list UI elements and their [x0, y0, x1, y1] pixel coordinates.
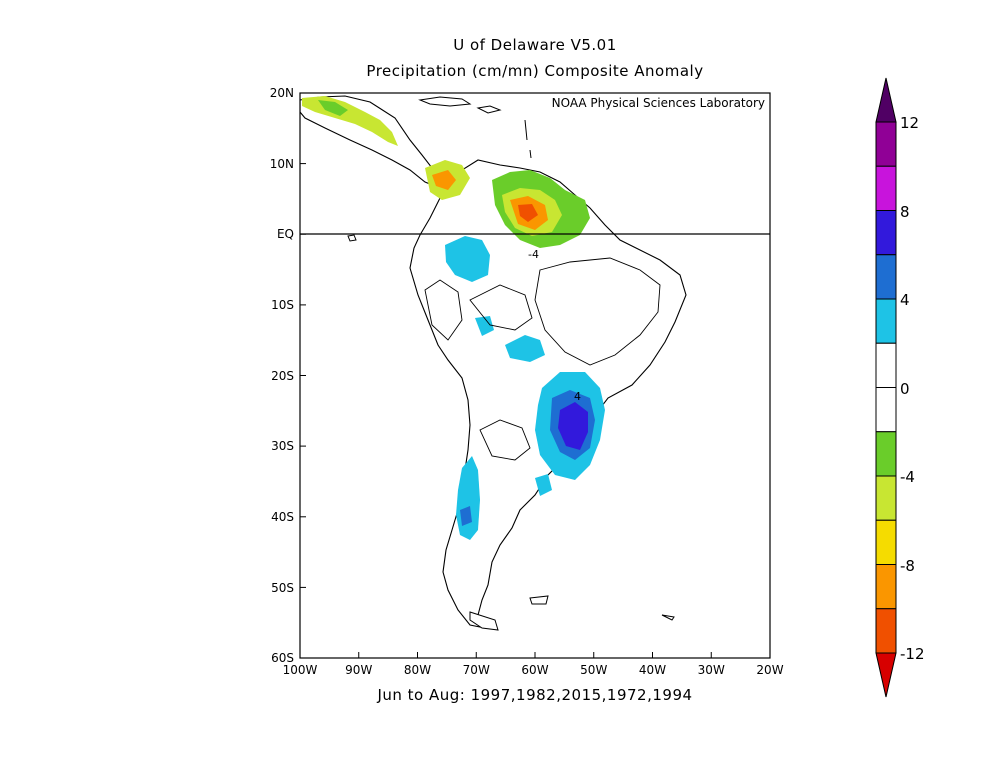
south-georgia	[661, 614, 675, 621]
colorbar-segment	[875, 519, 897, 565]
lesser-antilles	[524, 119, 532, 159]
lat-tick-label: EQ	[277, 227, 294, 241]
cuba-coastline	[418, 96, 472, 107]
lon-tick-label: 20W	[756, 663, 783, 677]
colorbar-label: 0	[900, 380, 910, 398]
colorbar-segment	[875, 165, 897, 211]
lon-tick-label: 30W	[698, 663, 725, 677]
colorbar-segment	[875, 298, 897, 344]
zero-contour-andes	[424, 279, 463, 341]
colorbar-segment	[875, 254, 897, 300]
wet-anomaly-region-amazon	[505, 335, 545, 362]
map-content: -4 4 NOAA Physical Sciences Laboratory	[300, 94, 770, 631]
zero-contour-amazon	[469, 284, 533, 331]
chart-subtitle: Precipitation (cm/mn) Composite Anomaly	[366, 62, 704, 80]
dry-anomaly-region-venezuela-peak	[518, 204, 538, 222]
lat-tick-label: 20N	[270, 86, 294, 100]
colorbar-label: -12	[900, 645, 925, 663]
colorbar-segment	[875, 564, 897, 610]
colorbar-segment	[875, 475, 897, 521]
galapagos	[347, 234, 357, 242]
colorbar-segment	[875, 210, 897, 256]
zero-contour-brazil	[534, 257, 661, 366]
colorbar-segments	[875, 77, 897, 698]
colorbar-segment	[875, 121, 897, 167]
lon-tick-label: 60W	[521, 663, 548, 677]
colorbar-label: 8	[900, 203, 910, 221]
lon-tick-label: 100W	[283, 663, 318, 677]
lat-tick-label: 60S	[271, 651, 294, 665]
composite-years-caption: Jun to Aug: 1997,1982,2015,1972,1994	[377, 686, 693, 704]
contour-label-positive: 4	[574, 390, 581, 403]
lat-tick-label: 50S	[271, 581, 294, 595]
wet-anomaly-region-argentina	[535, 474, 552, 496]
colorbar-label: 12	[900, 114, 919, 132]
dry-anomaly-region-colombia-core	[432, 170, 456, 190]
colorbar-segment	[875, 387, 897, 433]
colorbar-segment	[875, 431, 897, 477]
lat-tick-label: 10S	[271, 298, 294, 312]
lon-tick-label: 40W	[639, 663, 666, 677]
colorbar-label: -8	[900, 557, 915, 575]
colorbar-segment	[875, 608, 897, 654]
colorbar-label: -4	[900, 468, 915, 486]
wet-anomaly-region-peru	[475, 316, 494, 336]
lat-axis: 20N 10N EQ 10S 20S 30S 40S 50S 60S	[270, 86, 306, 665]
hispaniola-coastline	[476, 105, 502, 114]
lon-tick-label: 90W	[345, 663, 372, 677]
colorbar-arrow-bottom	[875, 652, 897, 698]
lat-tick-label: 40S	[271, 510, 294, 524]
colorbar-label: 4	[900, 291, 910, 309]
colorbar: 12 8 4 0 -4 -8 -12	[875, 77, 925, 698]
dry-anomaly-region-central-america-core	[318, 100, 348, 116]
lat-tick-label: 20S	[271, 369, 294, 383]
colorbar-segment	[875, 342, 897, 388]
lon-tick-label: 50W	[580, 663, 607, 677]
data-credit: NOAA Physical Sciences Laboratory	[552, 96, 765, 110]
lon-tick-label: 80W	[404, 663, 431, 677]
wet-anomaly-region-chile	[456, 456, 480, 540]
chart-title: U of Delaware V5.01	[453, 36, 617, 54]
wet-anomaly-region-ecuador	[445, 236, 490, 282]
wet-anomaly-region-southern-brazil-core	[558, 402, 588, 450]
colorbar-arrow-top	[875, 77, 897, 123]
wet-anomaly-region-chile-core	[460, 506, 472, 526]
falklands	[529, 595, 549, 605]
lat-tick-label: 10N	[270, 157, 294, 171]
tierra-del-fuego	[469, 611, 499, 631]
lon-axis: 100W 90W 80W 70W 60W 50W 40W 30W 20W	[283, 652, 784, 677]
contour-label-negative: -4	[528, 248, 539, 261]
lat-tick-label: 30S	[271, 439, 294, 453]
lon-tick-label: 70W	[463, 663, 490, 677]
zero-contour-chaco	[479, 419, 531, 461]
